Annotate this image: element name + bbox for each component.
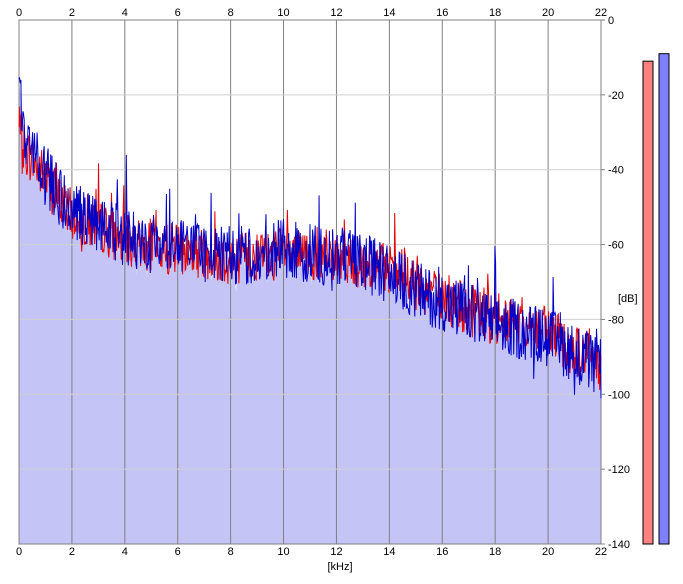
y-tick-label: 0 [608, 15, 614, 27]
x-tick-label-top: 0 [16, 7, 22, 19]
level-meters [642, 53, 670, 545]
x-tick-label-top: 6 [175, 7, 181, 19]
x-tick-label-bottom: 12 [330, 546, 342, 558]
x-tick-label-top: 10 [277, 7, 289, 19]
y-tick-label: -20 [608, 90, 624, 102]
series-line-blue [18, 77, 602, 399]
x-tick-label-top: 18 [489, 7, 501, 19]
y-axis-label: [dB] [618, 293, 638, 305]
x-tick-label-bottom: 14 [383, 546, 395, 558]
y-tick-label: -80 [608, 314, 624, 326]
x-tick-label-top: 8 [228, 7, 234, 19]
x-tick-label-top: 12 [330, 7, 342, 19]
x-tick-label-top: 20 [542, 7, 554, 19]
x-tick-label-bottom: 22 [595, 546, 607, 558]
left-level-meter [642, 60, 654, 545]
x-tick-label-bottom: 20 [542, 546, 554, 558]
series-layer [18, 77, 602, 399]
tick-labels: 002244668810101212141416161818202022220-… [16, 7, 630, 558]
x-tick-label-bottom: 16 [436, 546, 448, 558]
y-tick-label: -60 [608, 240, 624, 252]
x-tick-label-bottom: 4 [122, 546, 128, 558]
x-tick-label-bottom: 2 [69, 546, 75, 558]
x-tick-label-bottom: 8 [228, 546, 234, 558]
x-tick-label-bottom: 10 [277, 546, 289, 558]
y-tick-label: -120 [608, 464, 630, 476]
x-tick-label-bottom: 0 [16, 546, 22, 558]
x-axis-label: [kHz] [327, 561, 352, 573]
x-tick-label-top: 16 [436, 7, 448, 19]
x-tick-label-bottom: 6 [175, 546, 181, 558]
x-tick-label-top: 2 [69, 7, 75, 19]
spectrum-fill-layer [19, 87, 601, 545]
y-tick-label: -40 [608, 165, 624, 177]
right-level-meter [658, 53, 670, 545]
y-tick-label: -140 [608, 539, 630, 551]
x-tick-label-top: 14 [383, 7, 395, 19]
x-tick-label-top: 4 [122, 7, 128, 19]
y-tick-label: -100 [608, 389, 630, 401]
x-tick-label-top: 22 [595, 7, 607, 19]
spectrum-fill-area [19, 87, 601, 545]
plot-border [18, 19, 602, 545]
x-tick-label-bottom: 18 [489, 546, 501, 558]
